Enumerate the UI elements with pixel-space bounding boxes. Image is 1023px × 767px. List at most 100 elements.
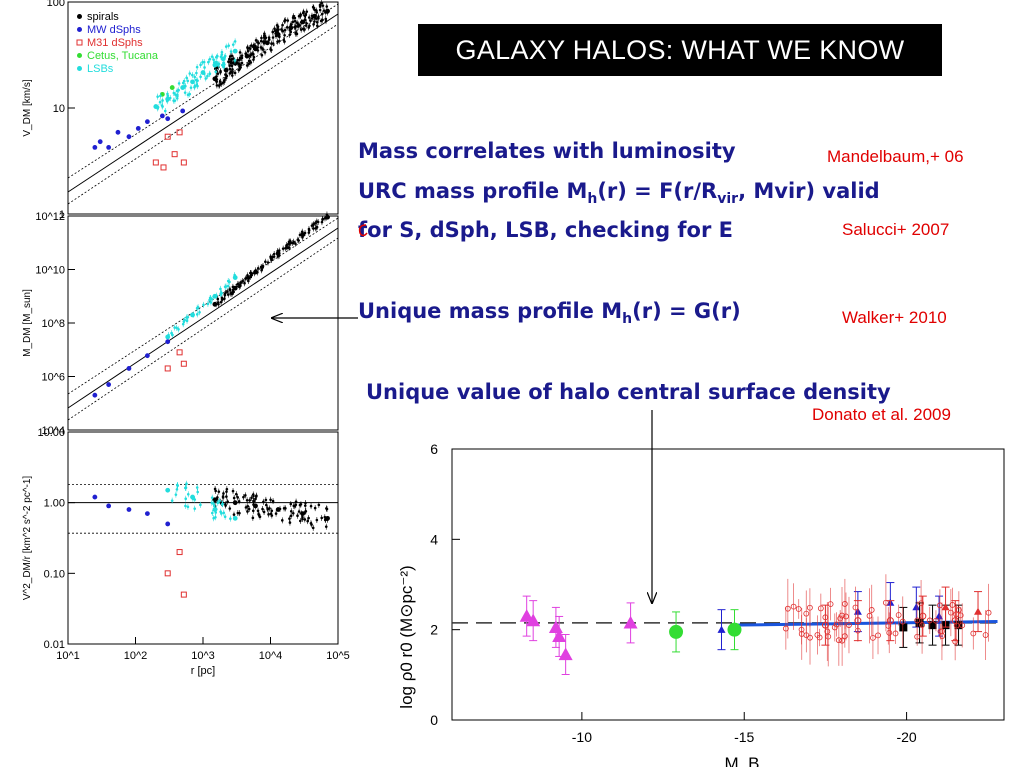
legend-marker <box>77 27 82 32</box>
data-point <box>669 624 684 639</box>
x-tick-label: -15 <box>734 729 754 745</box>
data-point <box>199 75 202 79</box>
data-point <box>313 8 317 12</box>
data-point <box>257 513 261 517</box>
data-point <box>193 84 197 88</box>
data-point <box>172 91 176 95</box>
data-point <box>228 67 232 71</box>
data-point <box>181 322 185 326</box>
data-point <box>208 296 212 300</box>
data-point <box>315 518 319 522</box>
data-point <box>252 499 256 503</box>
data-point <box>318 8 322 12</box>
data-point <box>296 514 299 518</box>
slide-title: GALAXY HALOS: WHAT WE KNOW <box>455 34 905 65</box>
data-point <box>92 145 98 150</box>
data-point <box>267 36 271 39</box>
data-point <box>278 507 282 511</box>
data-point <box>92 392 98 398</box>
data-point <box>184 504 187 508</box>
statement-surface-density: Unique value of halo central surface den… <box>366 380 891 404</box>
data-point <box>303 19 306 22</box>
data-point <box>216 72 220 75</box>
data-point <box>259 265 263 269</box>
data-point <box>235 285 238 289</box>
data-point <box>230 57 234 61</box>
data-point <box>292 504 296 508</box>
data-point <box>266 261 270 264</box>
data-point <box>216 301 220 304</box>
data-point <box>202 60 206 64</box>
data-point <box>184 497 188 501</box>
data-point <box>224 45 228 48</box>
data-point <box>229 50 233 53</box>
data-point <box>289 514 293 518</box>
data-point <box>184 84 187 88</box>
panel-velocity-points <box>67 0 339 205</box>
data-point <box>558 647 573 661</box>
data-point <box>301 515 304 519</box>
data-point <box>301 11 305 15</box>
data-point <box>298 503 302 507</box>
data-point <box>202 303 205 307</box>
y-tick-label: 6 <box>430 441 438 457</box>
data-point <box>323 217 327 220</box>
data-point <box>717 625 726 633</box>
data-point <box>926 617 933 624</box>
data-point <box>324 17 328 21</box>
data-point <box>899 618 906 625</box>
data-point <box>307 231 311 234</box>
data-point <box>195 71 198 75</box>
data-point <box>321 18 324 22</box>
panel-y-axis-label: V_DM [km/s] <box>22 79 33 136</box>
data-point <box>227 60 230 64</box>
data-point <box>256 271 259 274</box>
y-tick-label: 10^6 <box>41 372 65 384</box>
data-point <box>264 503 268 507</box>
data-point <box>299 28 303 31</box>
data-point <box>176 483 179 487</box>
data-point <box>214 511 218 514</box>
data-point <box>237 68 241 72</box>
data-point <box>174 493 178 496</box>
data-point <box>314 226 317 230</box>
data-point <box>223 55 226 59</box>
data-point <box>165 487 171 493</box>
data-point <box>795 606 802 612</box>
data-point <box>294 242 297 245</box>
data-point <box>106 503 112 509</box>
x-tick-label: -20 <box>896 729 916 745</box>
data-point <box>970 630 977 637</box>
data-point <box>306 519 309 523</box>
statement-unique-mass-profile: Unique mass profile Mh(r) = G(r) <box>358 299 741 328</box>
data-point <box>281 29 285 33</box>
data-point <box>172 99 175 102</box>
data-point <box>180 591 187 598</box>
data-point <box>226 279 230 283</box>
data-point <box>225 487 229 491</box>
data-point <box>854 627 861 634</box>
data-point <box>216 62 220 66</box>
data-point <box>289 28 292 31</box>
data-point <box>222 511 226 515</box>
data-point <box>827 601 834 608</box>
data-point <box>195 83 199 86</box>
data-point <box>256 49 260 52</box>
data-point <box>264 498 268 502</box>
data-point <box>310 17 314 20</box>
data-point <box>320 1 323 5</box>
panel-y-axis-label: M_DM [M_sun] <box>22 289 33 357</box>
data-point <box>245 64 249 67</box>
data-point <box>246 504 250 508</box>
data-point <box>912 603 921 611</box>
y-tick-label: 1 <box>59 209 65 221</box>
data-point <box>223 515 227 519</box>
data-point <box>895 612 902 618</box>
data-point <box>326 11 329 14</box>
data-point <box>297 14 301 18</box>
y-tick-label: 10^12 <box>35 211 65 223</box>
legend-label: LSBs <box>87 63 114 75</box>
data-point <box>953 622 960 629</box>
